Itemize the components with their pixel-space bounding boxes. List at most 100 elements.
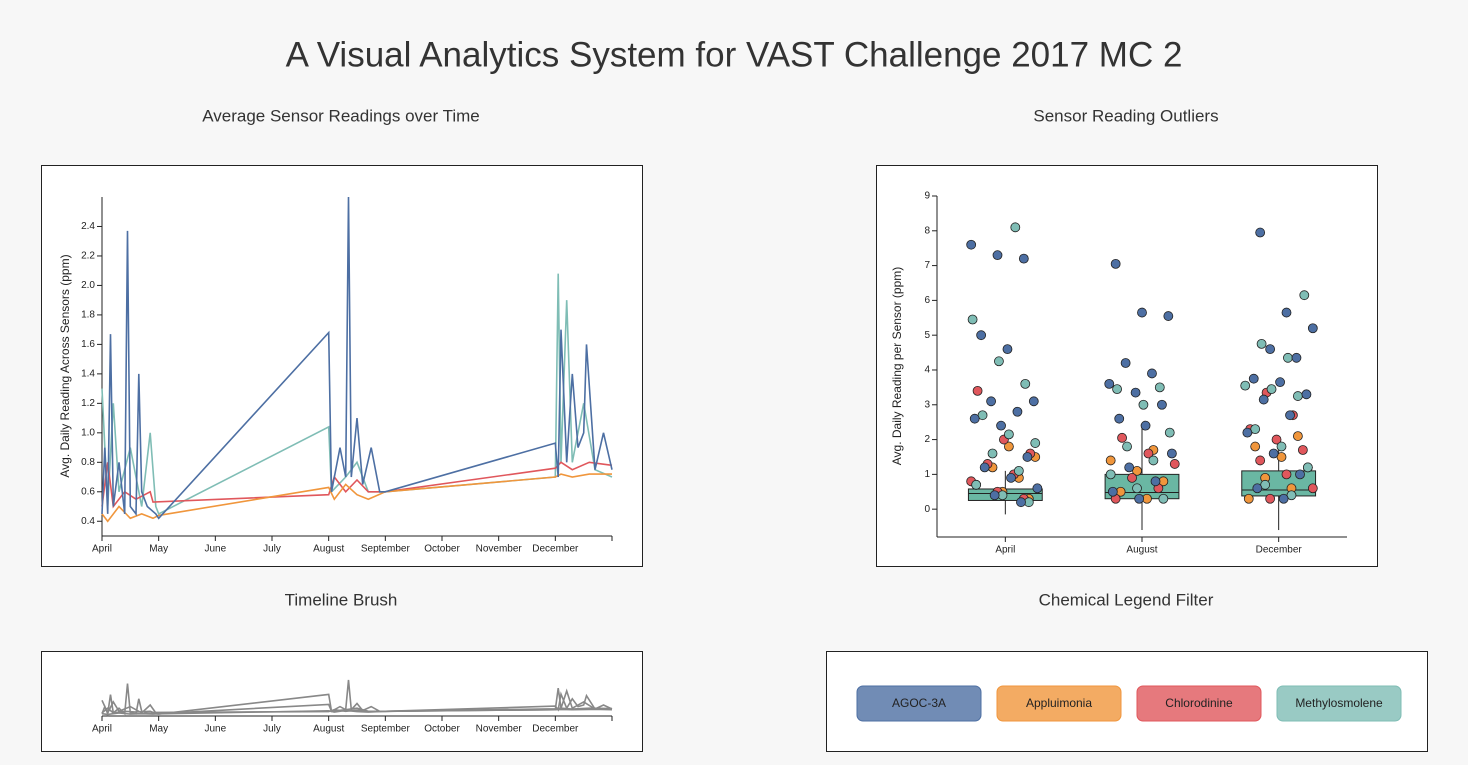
outlier-point: [1130, 387, 1141, 398]
legend-button[interactable]: [996, 685, 1122, 722]
outlier-point: [987, 448, 998, 459]
outlier-point: [972, 385, 983, 396]
x-tick-label: September: [361, 724, 411, 735]
outlier-point: [1242, 427, 1253, 438]
outlier-point: [1164, 427, 1175, 438]
y-tick-label: 6: [924, 295, 930, 306]
x-tick-label: September: [361, 544, 411, 555]
x-tick-label: April: [92, 544, 112, 555]
outlier-point: [1275, 377, 1285, 388]
series-line: [101, 708, 612, 716]
outlier-point: [976, 330, 987, 341]
legend-button[interactable]: [1136, 685, 1262, 722]
y-tick-label: 2: [924, 434, 930, 445]
outlier-point: [986, 396, 996, 407]
legend-label[interactable]: Methylosmolene: [1295, 696, 1383, 710]
outlier-point: [966, 239, 977, 250]
outlier-point: [1258, 394, 1269, 405]
panel-title: Sensor Reading Outliers: [1033, 106, 1218, 125]
outlier-point: [1291, 352, 1302, 363]
outlier-point: [1137, 307, 1147, 318]
y-tick-label: 2.2: [81, 251, 95, 262]
outlier-point: [1143, 448, 1154, 459]
outlier-point: [1255, 455, 1266, 466]
outlier-point: [1016, 497, 1026, 508]
panel-frame: [41, 165, 643, 567]
outlier-point: [1028, 396, 1039, 407]
outlier-point: [1297, 445, 1308, 455]
x-tick-label: July: [263, 724, 281, 735]
outlier-point: [1166, 448, 1177, 459]
y-tick-label: 0.4: [81, 516, 95, 527]
outlier-point: [992, 250, 1003, 261]
panel-title: Chemical Legend Filter: [1039, 590, 1214, 609]
outlier-point: [967, 314, 978, 325]
outlier-point: [1292, 431, 1303, 441]
y-tick-label: 5: [924, 330, 930, 341]
outlier-point: [1265, 493, 1276, 504]
outlier-point: [1018, 253, 1029, 264]
outlier-point: [1248, 373, 1259, 384]
outlier-point: [1127, 472, 1137, 483]
outlier-point: [1281, 469, 1292, 480]
page-title: A Visual Analytics System for VAST Chall…: [286, 35, 1183, 74]
outlier-point: [1154, 382, 1165, 393]
legend-button[interactable]: [856, 685, 982, 722]
x-tick-label: June: [204, 724, 226, 735]
x-tick-label: November: [476, 544, 523, 555]
outlier-point: [1276, 441, 1287, 452]
y-axis-label: Avg. Daily Reading per Sensor (ppm): [890, 267, 904, 466]
outlier-point: [1132, 483, 1142, 494]
outlier-point: [1013, 465, 1024, 476]
y-tick-label: 0: [924, 504, 930, 515]
panel-title: Average Sensor Readings over Time: [202, 106, 480, 125]
y-tick-label: 9: [924, 191, 930, 202]
y-tick-label: 8: [924, 225, 930, 236]
outlier-point: [1114, 413, 1125, 424]
outlier-point: [1020, 378, 1031, 389]
x-tick-label: August: [313, 724, 344, 735]
outlier-point: [1030, 438, 1041, 448]
outlier-point: [1240, 380, 1251, 391]
y-tick-label: 7: [924, 260, 930, 271]
x-tick-label: December: [532, 544, 579, 555]
y-tick-label: 0.6: [81, 486, 95, 497]
y-tick-label: 1.6: [81, 339, 95, 350]
outlier-point: [1022, 452, 1033, 462]
outlier-point: [1271, 434, 1282, 445]
outlier-point: [1301, 389, 1312, 400]
outlier-point: [1292, 391, 1303, 401]
outlier-point: [1120, 358, 1131, 368]
x-tick-label: December: [1256, 545, 1303, 556]
x-tick-label: May: [149, 724, 168, 735]
outlier-point: [1003, 429, 1014, 440]
y-tick-label: 1.0: [81, 427, 95, 438]
y-tick-label: 4: [924, 365, 930, 376]
outlier-point: [1105, 469, 1116, 480]
x-tick-label: April: [995, 545, 1015, 556]
y-tick-label: 1.2: [81, 398, 95, 409]
y-tick-label: 2.0: [81, 280, 95, 291]
legend-label[interactable]: Appluimonia: [1026, 696, 1092, 710]
outlier-point: [1299, 290, 1310, 301]
outlier-point: [1256, 338, 1267, 349]
outlier-point: [1148, 455, 1159, 466]
x-tick-label: December: [532, 724, 579, 735]
outlier-point: [1255, 227, 1266, 238]
outlier-point: [1302, 462, 1313, 473]
y-tick-label: 2.4: [81, 221, 95, 232]
y-tick-label: 3: [924, 399, 930, 410]
legend-button[interactable]: [1276, 685, 1402, 722]
outlier-point: [1122, 441, 1132, 452]
outlier-point: [969, 413, 980, 424]
legend-label[interactable]: AGOC-3A: [892, 696, 946, 710]
outlier-point: [1281, 307, 1292, 318]
x-tick-label: October: [424, 544, 460, 555]
x-tick-label: November: [476, 724, 523, 735]
outlier-point: [1268, 448, 1279, 459]
outlier-point: [1250, 441, 1261, 452]
outlier-point: [1002, 344, 1013, 355]
legend-label[interactable]: Chlorodinine: [1165, 696, 1233, 710]
outlier-point: [1006, 472, 1016, 483]
